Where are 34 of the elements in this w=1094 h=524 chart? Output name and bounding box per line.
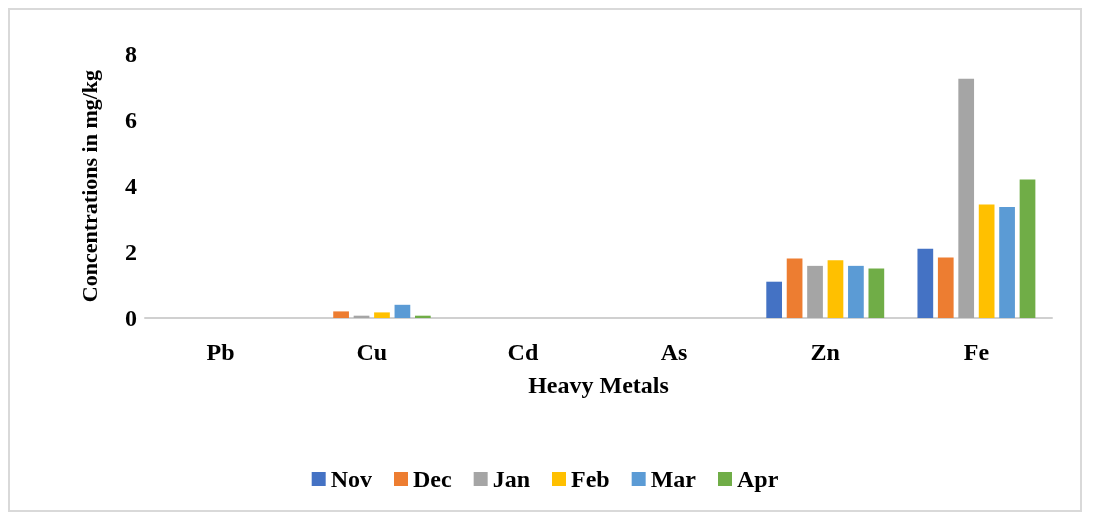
legend-label: Apr <box>736 466 779 492</box>
bar <box>786 258 803 318</box>
bar <box>848 265 864 318</box>
bar <box>807 265 823 318</box>
y-tick-label: 2 <box>125 239 137 265</box>
legend-label: Mar <box>650 466 697 492</box>
bar <box>333 311 349 318</box>
legend-label: Nov <box>330 466 373 492</box>
bar <box>766 281 783 318</box>
x-tick-label: Zn <box>810 339 840 365</box>
legend-label: Jan <box>492 466 531 492</box>
x-axis-title: Heavy Metals <box>528 372 669 398</box>
bar <box>917 248 934 318</box>
x-tick-label: Cd <box>507 339 539 365</box>
y-tick-label: 6 <box>125 107 137 133</box>
legend-label: Dec <box>413 466 453 492</box>
legend-label: Feb <box>571 466 610 492</box>
bar <box>937 257 954 318</box>
y-tick-label: 8 <box>125 41 137 67</box>
bar <box>999 207 1015 318</box>
bar <box>1019 179 1036 318</box>
bar <box>958 78 975 318</box>
x-tick-label: Cu <box>356 339 388 365</box>
bar <box>374 312 390 318</box>
y-tick-label: 0 <box>125 305 137 331</box>
bar <box>868 268 885 318</box>
bar <box>827 260 844 318</box>
x-tick-label: As <box>660 339 688 365</box>
bar <box>394 304 411 318</box>
bar <box>978 204 995 318</box>
y-axis-title: Concentrations in mg/kg <box>76 69 102 303</box>
y-tick-label: 4 <box>125 173 137 199</box>
x-tick-label: Pb <box>206 339 235 365</box>
x-tick-label: Fe <box>963 339 990 365</box>
